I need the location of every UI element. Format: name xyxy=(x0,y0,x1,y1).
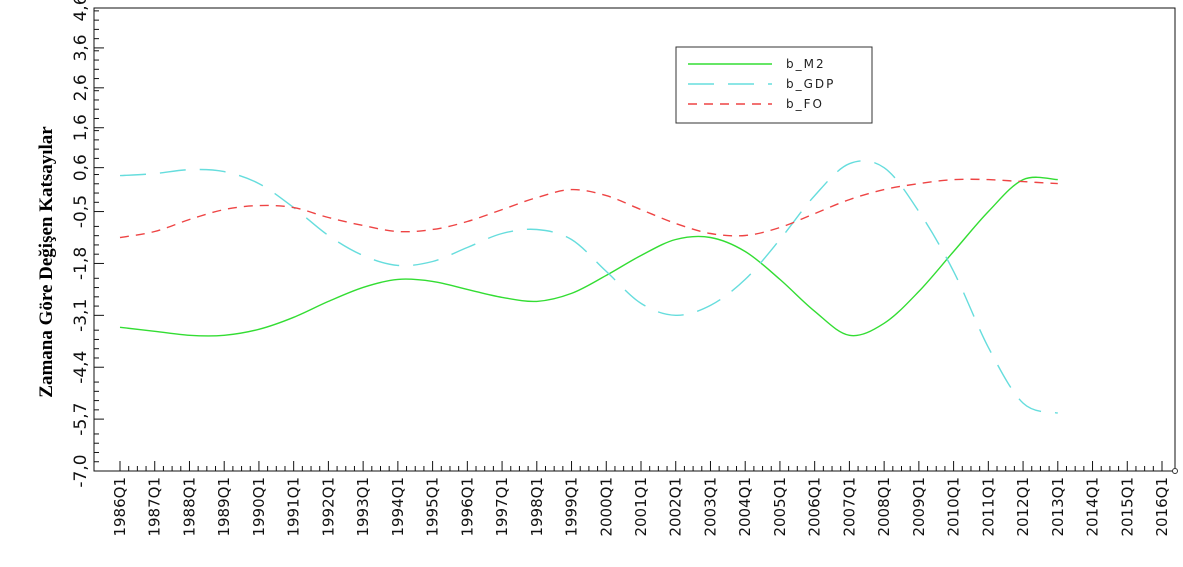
y-tick-label: -7,0 xyxy=(71,454,91,487)
x-tick-label: 1991Q1 xyxy=(285,477,303,537)
x-tick-label: 1992Q1 xyxy=(319,477,337,537)
y-tick-label: 2,6 xyxy=(71,74,91,101)
legend-label: b_GDP xyxy=(786,77,835,91)
x-tick-label: 2015Q1 xyxy=(1118,477,1136,537)
x-tick-label: 1989Q1 xyxy=(215,477,233,537)
plot-frame xyxy=(93,7,1176,472)
x-tick-label: 1993Q1 xyxy=(354,477,372,537)
x-tick-label: 2013Q1 xyxy=(1049,477,1067,537)
y-axis-label: Zamana Göre Değişen Katsayılar xyxy=(36,126,57,398)
x-tick-label: 1997Q1 xyxy=(493,477,511,537)
x-tick-label: 2014Q1 xyxy=(1084,477,1102,537)
x-tick-label: 2001Q1 xyxy=(632,477,650,537)
y-tick-label: -4,4 xyxy=(71,351,91,384)
series-lines xyxy=(119,160,1058,414)
x-tick-label: 1996Q1 xyxy=(458,477,476,537)
y-tick-label: -1,8 xyxy=(71,247,91,280)
x-tick-label: 2012Q1 xyxy=(1014,477,1032,537)
x-axis-ticks: 1986Q1 1987Q1 1988Q1 1989Q1 1990Q1 1991Q1 1992… xyxy=(111,461,1178,537)
y-tick-label: 1,6 xyxy=(71,114,91,141)
series-line-b-m2 xyxy=(119,176,1058,337)
x-tick-label: 2003Q1 xyxy=(701,477,719,537)
y-tick-label: -0,5 xyxy=(71,195,91,228)
x-tick-label: 2016Q1 xyxy=(1153,477,1171,537)
x-tick-label: 2010Q1 xyxy=(945,477,963,537)
y-tick-label: 0,6 xyxy=(71,154,91,181)
x-tick-label: 2009Q1 xyxy=(910,477,928,537)
y-tick-label: 4,6 xyxy=(71,0,91,22)
x-tick-label: 2000Q1 xyxy=(597,477,615,537)
y-tick-label: -5,7 xyxy=(71,403,91,436)
x-tick-label: 2008Q1 xyxy=(875,477,893,537)
x-tick-label: 1994Q1 xyxy=(389,477,407,537)
y-axis-ticks: -7,0 -5,7 -4,4 -3,1 -1,8 -0,5 0,6 1,6 2,6 3,6 4,6 xyxy=(71,0,104,488)
series-line-b-fo xyxy=(119,178,1058,239)
legend-label: b_FO xyxy=(786,97,824,111)
x-tick-label: 1988Q1 xyxy=(180,477,198,537)
y-tick-label: -3,1 xyxy=(71,299,91,332)
axis-end-marker xyxy=(1172,468,1178,474)
legend-label: b_M2 xyxy=(786,57,826,71)
y-tick-label: 3,6 xyxy=(71,34,91,61)
x-tick-label: 1987Q1 xyxy=(146,477,164,537)
x-tick-label: 1999Q1 xyxy=(563,477,581,537)
x-tick-label: 2002Q1 xyxy=(667,477,685,537)
x-tick-label: 2007Q1 xyxy=(840,477,858,537)
series-line-b-gdp xyxy=(119,160,1058,414)
x-tick-label: 2006Q1 xyxy=(806,477,824,537)
x-tick-label: 1986Q1 xyxy=(111,477,129,537)
x-tick-label: 1990Q1 xyxy=(250,477,268,537)
x-tick-label: 1995Q1 xyxy=(424,477,442,537)
x-tick-label: 1998Q1 xyxy=(528,477,546,537)
x-tick-label: 2005Q1 xyxy=(771,477,789,537)
legend-box xyxy=(675,46,873,124)
legend: b_M2 b_GDP b_FO xyxy=(675,46,873,124)
x-tick-label: 2004Q1 xyxy=(736,477,754,537)
x-tick-label: 2011Q1 xyxy=(979,477,997,537)
